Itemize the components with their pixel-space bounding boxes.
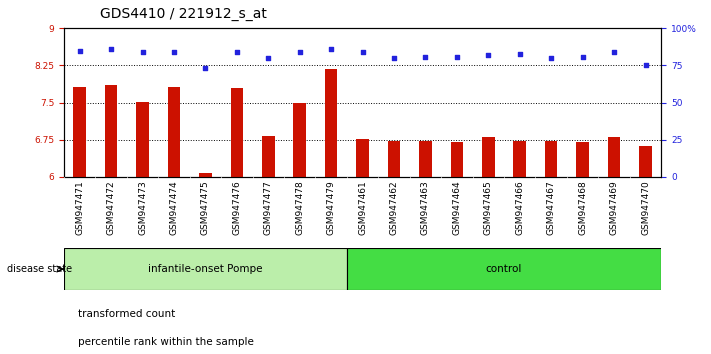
- Point: [357, 49, 368, 55]
- Point: [451, 54, 463, 59]
- Text: control: control: [486, 264, 523, 274]
- Bar: [262, 136, 274, 177]
- Text: GSM947479: GSM947479: [326, 181, 336, 235]
- Text: GSM947474: GSM947474: [169, 181, 178, 235]
- Text: percentile rank within the sample: percentile rank within the sample: [78, 337, 254, 348]
- Point: [231, 49, 242, 55]
- Bar: [64, 248, 347, 290]
- Point: [514, 51, 525, 56]
- Bar: [356, 139, 369, 177]
- Text: GSM947463: GSM947463: [421, 181, 430, 235]
- Text: GSM947477: GSM947477: [264, 181, 273, 235]
- Point: [169, 49, 180, 55]
- Text: GSM947467: GSM947467: [547, 181, 556, 235]
- Bar: [387, 141, 400, 177]
- Bar: [137, 102, 149, 177]
- Point: [545, 55, 557, 61]
- Text: GSM947478: GSM947478: [295, 181, 304, 235]
- Text: transformed count: transformed count: [78, 309, 176, 319]
- Point: [262, 55, 274, 61]
- Bar: [608, 137, 621, 177]
- Point: [74, 48, 85, 53]
- Bar: [199, 173, 212, 177]
- Text: GSM947476: GSM947476: [232, 181, 241, 235]
- Text: disease state: disease state: [7, 264, 73, 274]
- Bar: [294, 103, 306, 177]
- Bar: [513, 141, 526, 177]
- Text: GSM947461: GSM947461: [358, 181, 367, 235]
- Point: [577, 54, 588, 59]
- Text: GDS4410 / 221912_s_at: GDS4410 / 221912_s_at: [100, 7, 267, 21]
- Text: GSM947466: GSM947466: [515, 181, 524, 235]
- Point: [609, 49, 620, 55]
- Point: [137, 49, 149, 55]
- Point: [483, 52, 494, 58]
- Point: [419, 54, 431, 59]
- Bar: [577, 142, 589, 177]
- Text: GSM947468: GSM947468: [578, 181, 587, 235]
- Text: GSM947471: GSM947471: [75, 181, 84, 235]
- Bar: [105, 85, 117, 177]
- Bar: [230, 88, 243, 177]
- Bar: [451, 142, 463, 177]
- Text: GSM947469: GSM947469: [609, 181, 619, 235]
- Text: GSM947472: GSM947472: [107, 181, 116, 235]
- Text: GSM947473: GSM947473: [138, 181, 147, 235]
- Bar: [168, 87, 181, 177]
- Text: infantile-onset Pompe: infantile-onset Pompe: [148, 264, 262, 274]
- Bar: [482, 137, 495, 177]
- Point: [326, 46, 337, 52]
- Point: [294, 49, 306, 55]
- Text: GSM947462: GSM947462: [390, 181, 399, 235]
- Bar: [325, 69, 338, 177]
- Text: GSM947465: GSM947465: [484, 181, 493, 235]
- Point: [388, 55, 400, 61]
- Bar: [347, 248, 661, 290]
- Text: GSM947464: GSM947464: [452, 181, 461, 235]
- Point: [200, 65, 211, 71]
- Bar: [545, 141, 557, 177]
- Bar: [419, 141, 432, 177]
- Bar: [639, 146, 652, 177]
- Bar: [73, 87, 86, 177]
- Text: GSM947475: GSM947475: [201, 181, 210, 235]
- Point: [640, 63, 651, 68]
- Text: GSM947470: GSM947470: [641, 181, 650, 235]
- Point: [105, 46, 117, 52]
